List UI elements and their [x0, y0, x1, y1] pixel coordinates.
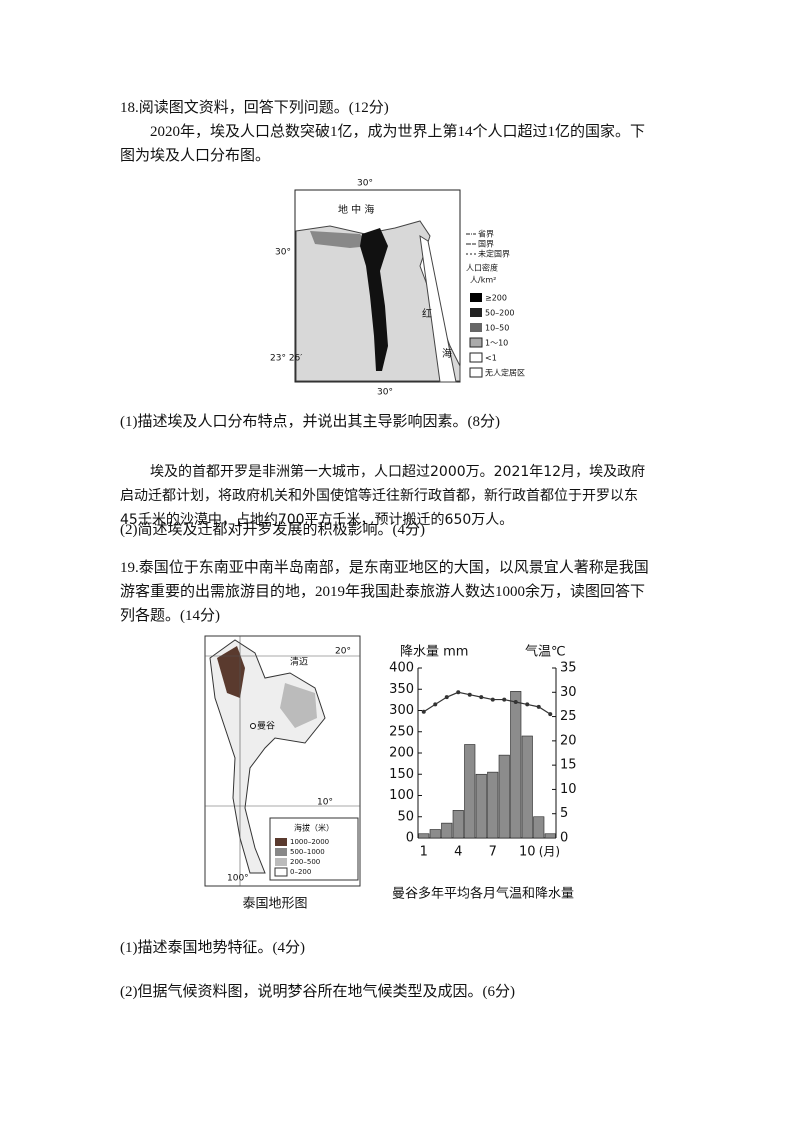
label: 30° — [275, 248, 291, 258]
y2-tick-label: 20 — [560, 733, 577, 748]
y2-tick-label: 10 — [560, 782, 577, 797]
y2-tick-label: 25 — [560, 709, 577, 724]
coast-density — [310, 231, 370, 248]
legend-label: 省界 — [478, 229, 494, 239]
legend: 省界 国界 未定国界 人口密度 人/km² ≥200 50–200 10–50 … — [466, 229, 525, 378]
x-tick-label: 10 — [519, 845, 536, 860]
paragraph: 2020年，埃及人口总数突破1亿，成为世界上第14个人口超过1亿的国家。下图为埃… — [120, 124, 646, 164]
chart-title: 曼谷多年平均各月气温和降水量 — [392, 886, 574, 902]
line-point — [525, 702, 530, 707]
y-tick-label: 250 — [389, 724, 414, 739]
y-tick-label: 100 — [389, 788, 414, 803]
bar — [464, 744, 476, 839]
legend-label: <1 — [485, 354, 497, 363]
legend-label: 无人定居区 — [485, 368, 525, 378]
legend-label: 10–50 — [485, 324, 509, 333]
line-point — [513, 700, 518, 704]
legend-label: 1000–2000 — [290, 838, 329, 846]
legend-label: 50–200 — [485, 309, 514, 318]
highland — [217, 646, 245, 698]
line-point — [479, 695, 484, 700]
label: 红 — [422, 307, 432, 320]
line-point — [421, 709, 426, 714]
legend-label: ≥200 — [485, 294, 507, 303]
bar — [544, 833, 556, 839]
label: 10° — [317, 798, 333, 808]
legend-label: 未定国界 — [478, 249, 510, 259]
legend-label: 1～10 — [485, 339, 508, 348]
y2-tick-label: 0 — [560, 831, 568, 846]
y-tick-label: 350 — [389, 682, 414, 697]
bar — [498, 754, 510, 839]
nile — [360, 228, 388, 371]
red-sea — [419, 235, 457, 383]
legend-label: 200–500 — [290, 858, 320, 866]
y-axis-label: 降水量 mm — [400, 645, 468, 660]
legend-label: 国界 — [478, 240, 494, 249]
bar — [475, 773, 487, 839]
y2-tick-label: 5 — [560, 806, 568, 821]
legend-label: 500–1000 — [290, 848, 325, 856]
bar — [441, 822, 453, 839]
bar — [429, 829, 441, 839]
label: 100° — [227, 874, 249, 884]
line-point — [502, 697, 507, 702]
label: 30° — [357, 179, 373, 189]
line-point — [536, 704, 541, 709]
question-title: 18.阅读图文资料，回答下列问题。(12分) — [120, 100, 389, 116]
line-point — [444, 695, 449, 700]
label: 海 — [442, 347, 452, 360]
x-tick-label: 4 — [454, 845, 462, 860]
bar — [452, 810, 464, 839]
y-tick-label: 0 — [406, 831, 414, 846]
legend-title: 海拔（米） — [294, 823, 334, 833]
plateau — [280, 683, 317, 728]
question: (2)但据气候资料图，说明梦谷所在地气候类型及成因。(6分) — [120, 984, 515, 1000]
label: 曼谷 — [257, 721, 275, 732]
line-point — [467, 692, 472, 697]
label: 30° — [377, 388, 393, 398]
y2-tick-label: 30 — [560, 685, 577, 700]
bar — [418, 833, 430, 839]
line-point — [548, 712, 553, 717]
y-tick-label: 200 — [389, 746, 414, 761]
egypt-map: 30° 30° 地 中 海 红 海 23° 26′ 30° 省界 国界 未定国界… — [270, 179, 525, 398]
bar — [521, 735, 533, 839]
question: (2)简述埃及迁都对开罗发展的积极影响。(4分) — [120, 522, 425, 538]
x-tick-label: 1 — [420, 845, 428, 860]
y2-tick-label: 35 — [560, 661, 577, 676]
label: 清迈 — [290, 656, 308, 668]
label: 23° 26′ — [270, 354, 302, 364]
paragraph: 埃及的首都开罗是非洲第一大城市，人口超过2000万。2021年12月，埃及政府启… — [120, 464, 646, 528]
legend-title: 人口密度 — [466, 263, 498, 273]
thailand-map: 20° 清迈 曼谷 10° 100° 海拔（米） 1000–2000 500–1… — [204, 635, 361, 912]
bar — [487, 771, 499, 839]
caption: 泰国地形图 — [242, 897, 307, 912]
label: 地 中 海 — [338, 203, 374, 216]
y-tick-label: 50 — [397, 809, 414, 824]
y-tick-label: 300 — [389, 703, 414, 718]
y-tick-label: 150 — [389, 767, 414, 782]
bar — [533, 816, 545, 839]
line — [423, 691, 551, 715]
question: (1)描述泰国地势特征。(4分) — [120, 940, 305, 956]
x-tick-label: 7 — [489, 845, 497, 860]
line-point — [490, 697, 495, 702]
legend-unit: 人/km² — [470, 276, 496, 285]
question-title: 19.泰国位于东南亚中南半岛南部，是东南亚地区的大国，以风景宜人著称是我国游客重… — [120, 560, 649, 624]
y2-axis-label: 气温℃ — [525, 644, 566, 660]
climate-chart: 降水量 mm 气温℃ 曼谷多年平均各月气温和降水量 05010015020025… — [389, 644, 577, 902]
line-point — [433, 702, 438, 707]
question: (1)描述埃及人口分布特点，并说出其主导影响因素。(8分) — [120, 414, 500, 430]
label: 20° — [335, 647, 351, 657]
x-axis-unit: (月) — [539, 845, 560, 859]
line-point — [456, 690, 461, 695]
y2-tick-label: 15 — [560, 758, 577, 773]
bar — [510, 691, 522, 839]
legend-label: 0–200 — [290, 868, 311, 876]
y-tick-label: 400 — [389, 661, 414, 676]
